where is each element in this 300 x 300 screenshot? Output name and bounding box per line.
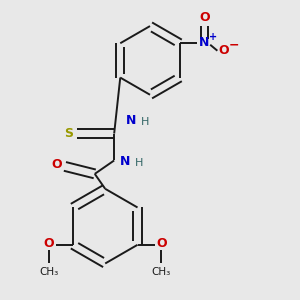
- Text: N: N: [199, 36, 209, 49]
- Text: H: H: [134, 158, 143, 168]
- Text: N: N: [125, 114, 136, 127]
- Text: S: S: [64, 127, 73, 140]
- Text: O: O: [199, 11, 209, 24]
- Text: H: H: [141, 117, 150, 127]
- Text: O: O: [219, 44, 229, 57]
- Text: O: O: [51, 158, 62, 171]
- Text: CH₃: CH₃: [39, 267, 58, 277]
- Text: −: −: [228, 39, 239, 52]
- Text: O: O: [44, 237, 54, 250]
- Text: O: O: [156, 237, 167, 250]
- Text: N: N: [119, 155, 130, 168]
- Text: CH₃: CH₃: [152, 267, 171, 277]
- Text: +: +: [209, 32, 217, 42]
